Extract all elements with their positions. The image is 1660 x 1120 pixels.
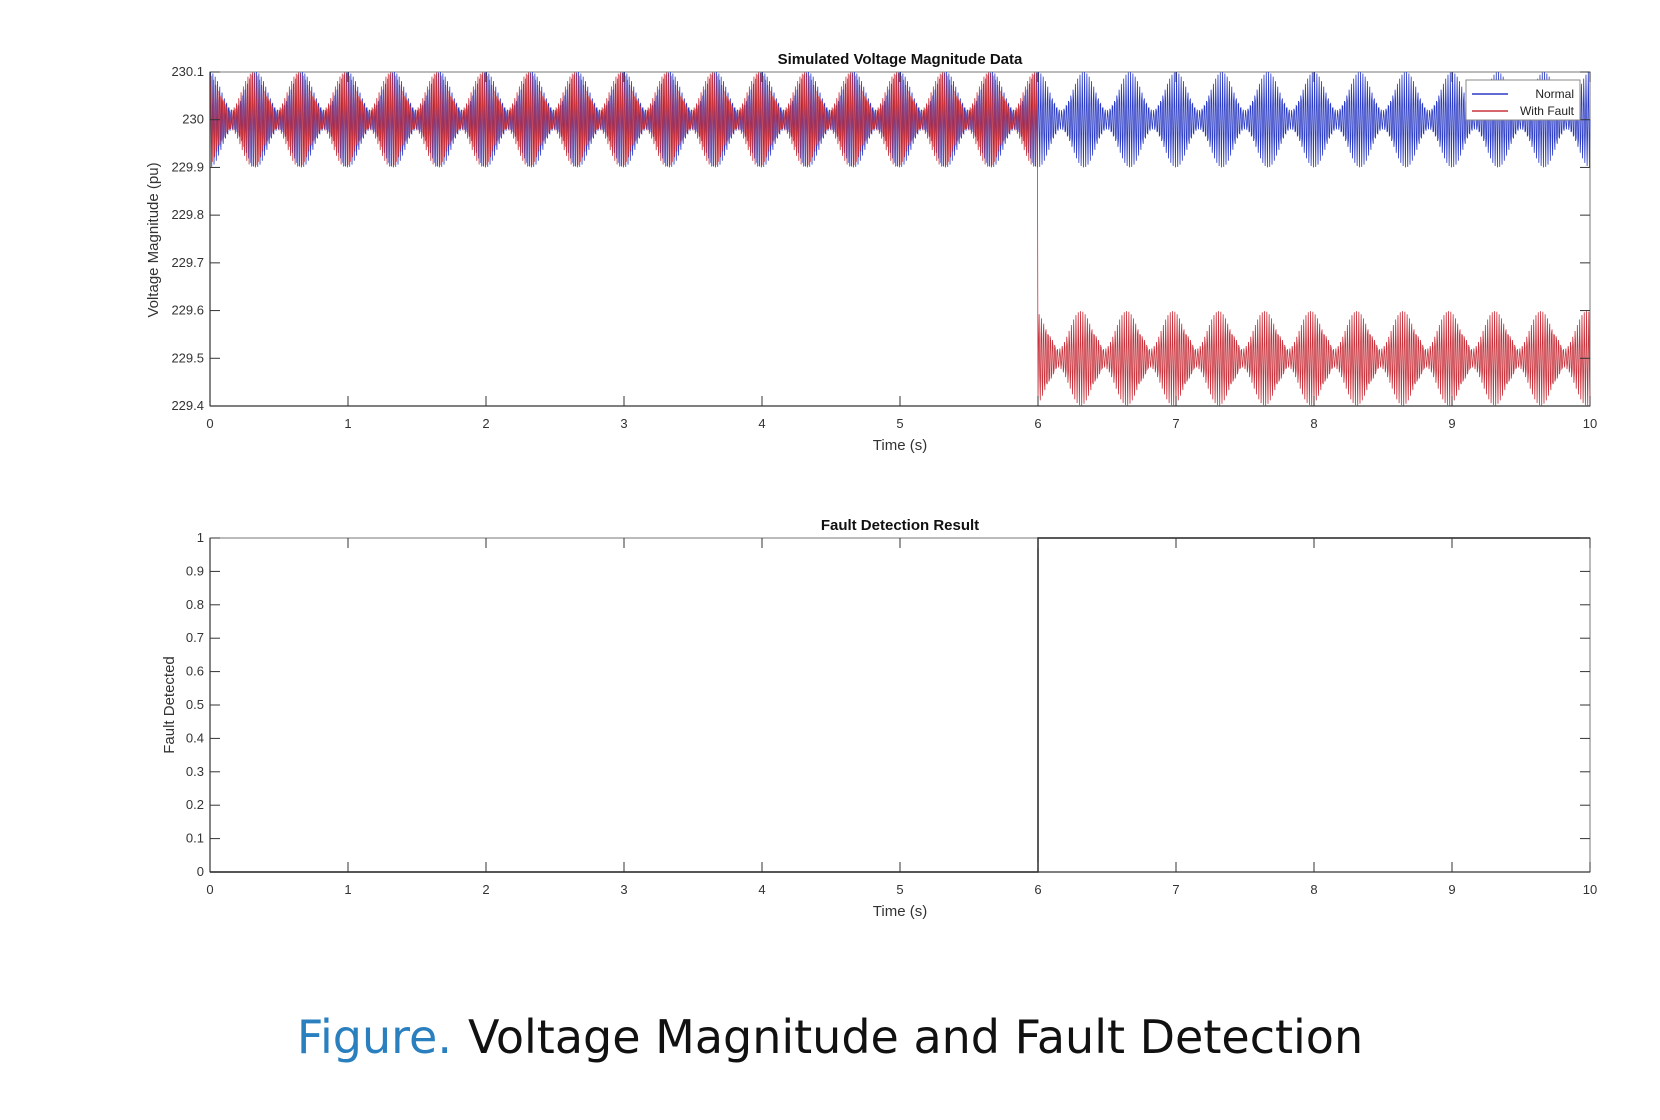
y-axis: 229.4 229.5 229.6 229.7 229.8 229.9 230 230.1	[171, 64, 1590, 413]
x-tick-label: 10	[1583, 416, 1597, 431]
y-tick-label: 0.3	[186, 764, 204, 779]
chart-title: Simulated Voltage Magnitude Data	[778, 51, 1023, 68]
x-tick-label: 3	[620, 882, 627, 897]
y-tick-label: 0.9	[186, 563, 204, 578]
y-tick-label: 1	[197, 530, 204, 545]
x-tick-label: 10	[1583, 882, 1597, 897]
legend-label-normal: Normal	[1535, 87, 1574, 101]
x-tick-label: 9	[1448, 416, 1455, 431]
x-tick-label: 5	[896, 416, 903, 431]
x-tick-label: 9	[1448, 882, 1455, 897]
x-tick-label: 6	[1034, 416, 1041, 431]
x-tick-label: 6	[1034, 882, 1041, 897]
caption-text: Voltage Magnitude and Fault Detection	[467, 1010, 1364, 1064]
y-axis-label: Fault Detected	[161, 656, 178, 754]
legend-label-with-fault: With Fault	[1520, 104, 1575, 118]
x-tick-label: 8	[1310, 882, 1317, 897]
y-tick-label: 229.6	[171, 303, 204, 318]
series-line-with-fault	[209, 72, 1591, 406]
y-tick-label: 230.1	[171, 64, 204, 79]
y-tick-label: 229.5	[171, 350, 204, 365]
x-tick-label: 8	[1310, 416, 1317, 431]
x-tick-label: 5	[896, 882, 903, 897]
x-tick-label: 1	[344, 882, 351, 897]
x-axis: 0 1 2 3 4 5 6 7 8 9 10	[206, 538, 1597, 897]
y-tick-label: 0.7	[186, 630, 204, 645]
y-tick-label: 0.5	[186, 697, 204, 712]
figure-caption: Figure. Voltage Magnitude and Fault Detec…	[0, 1010, 1660, 1064]
plot-area	[209, 537, 1591, 873]
caption-prefix: Figure.	[296, 1010, 452, 1064]
y-tick-label: 0.1	[186, 831, 204, 846]
x-tick-label: 4	[758, 882, 765, 897]
y-tick-label: 0	[197, 864, 204, 879]
x-axis-label: Time (s)	[873, 437, 927, 454]
x-tick-label: 2	[482, 882, 489, 897]
voltage-chart: Simulated Voltage Magnitude Data 0 1 2 3 4 5 6…	[145, 51, 1597, 454]
y-axis: 0 0.1 0.2 0.3 0.4 0.5 0.6 0.7 0.8 0.9 1	[186, 530, 1590, 879]
figure: Simulated Voltage Magnitude Data 0 1 2 3 4 5 6…	[145, 51, 1597, 920]
x-axis-label: Time (s)	[873, 903, 927, 920]
x-tick-label: 1	[344, 416, 351, 431]
y-tick-label: 229.4	[171, 398, 204, 413]
x-tick-label: 7	[1172, 882, 1179, 897]
chart-title: Fault Detection Result	[821, 517, 979, 534]
legend-box	[1465, 79, 1581, 121]
y-tick-label: 0.4	[186, 730, 204, 745]
fault-detection-chart: Fault Detection Result 0 1 2 3 4 5 6 7 8 9 10 0 0.1…	[161, 517, 1597, 920]
series-line-normal	[209, 72, 1591, 168]
y-axis-label: Voltage Magnitude (pu)	[145, 162, 162, 317]
legend: Normal With Fault	[1465, 79, 1581, 121]
x-tick-label: 3	[620, 416, 627, 431]
y-tick-label: 230	[182, 112, 204, 127]
x-tick-label: 0	[206, 882, 213, 897]
y-tick-label: 229.7	[171, 255, 204, 270]
x-tick-label: 4	[758, 416, 765, 431]
y-tick-label: 0.2	[186, 797, 204, 812]
series-lines	[209, 72, 1591, 406]
x-tick-label: 0	[206, 416, 213, 431]
y-tick-label: 229.8	[171, 207, 204, 222]
x-tick-label: 7	[1172, 416, 1179, 431]
y-tick-label: 0.8	[186, 597, 204, 612]
y-tick-label: 229.9	[171, 159, 204, 174]
y-tick-label: 0.6	[186, 664, 204, 679]
x-axis: 0 1 2 3 4 5 6 7 8 9 10	[206, 72, 1597, 431]
x-tick-label: 2	[482, 416, 489, 431]
